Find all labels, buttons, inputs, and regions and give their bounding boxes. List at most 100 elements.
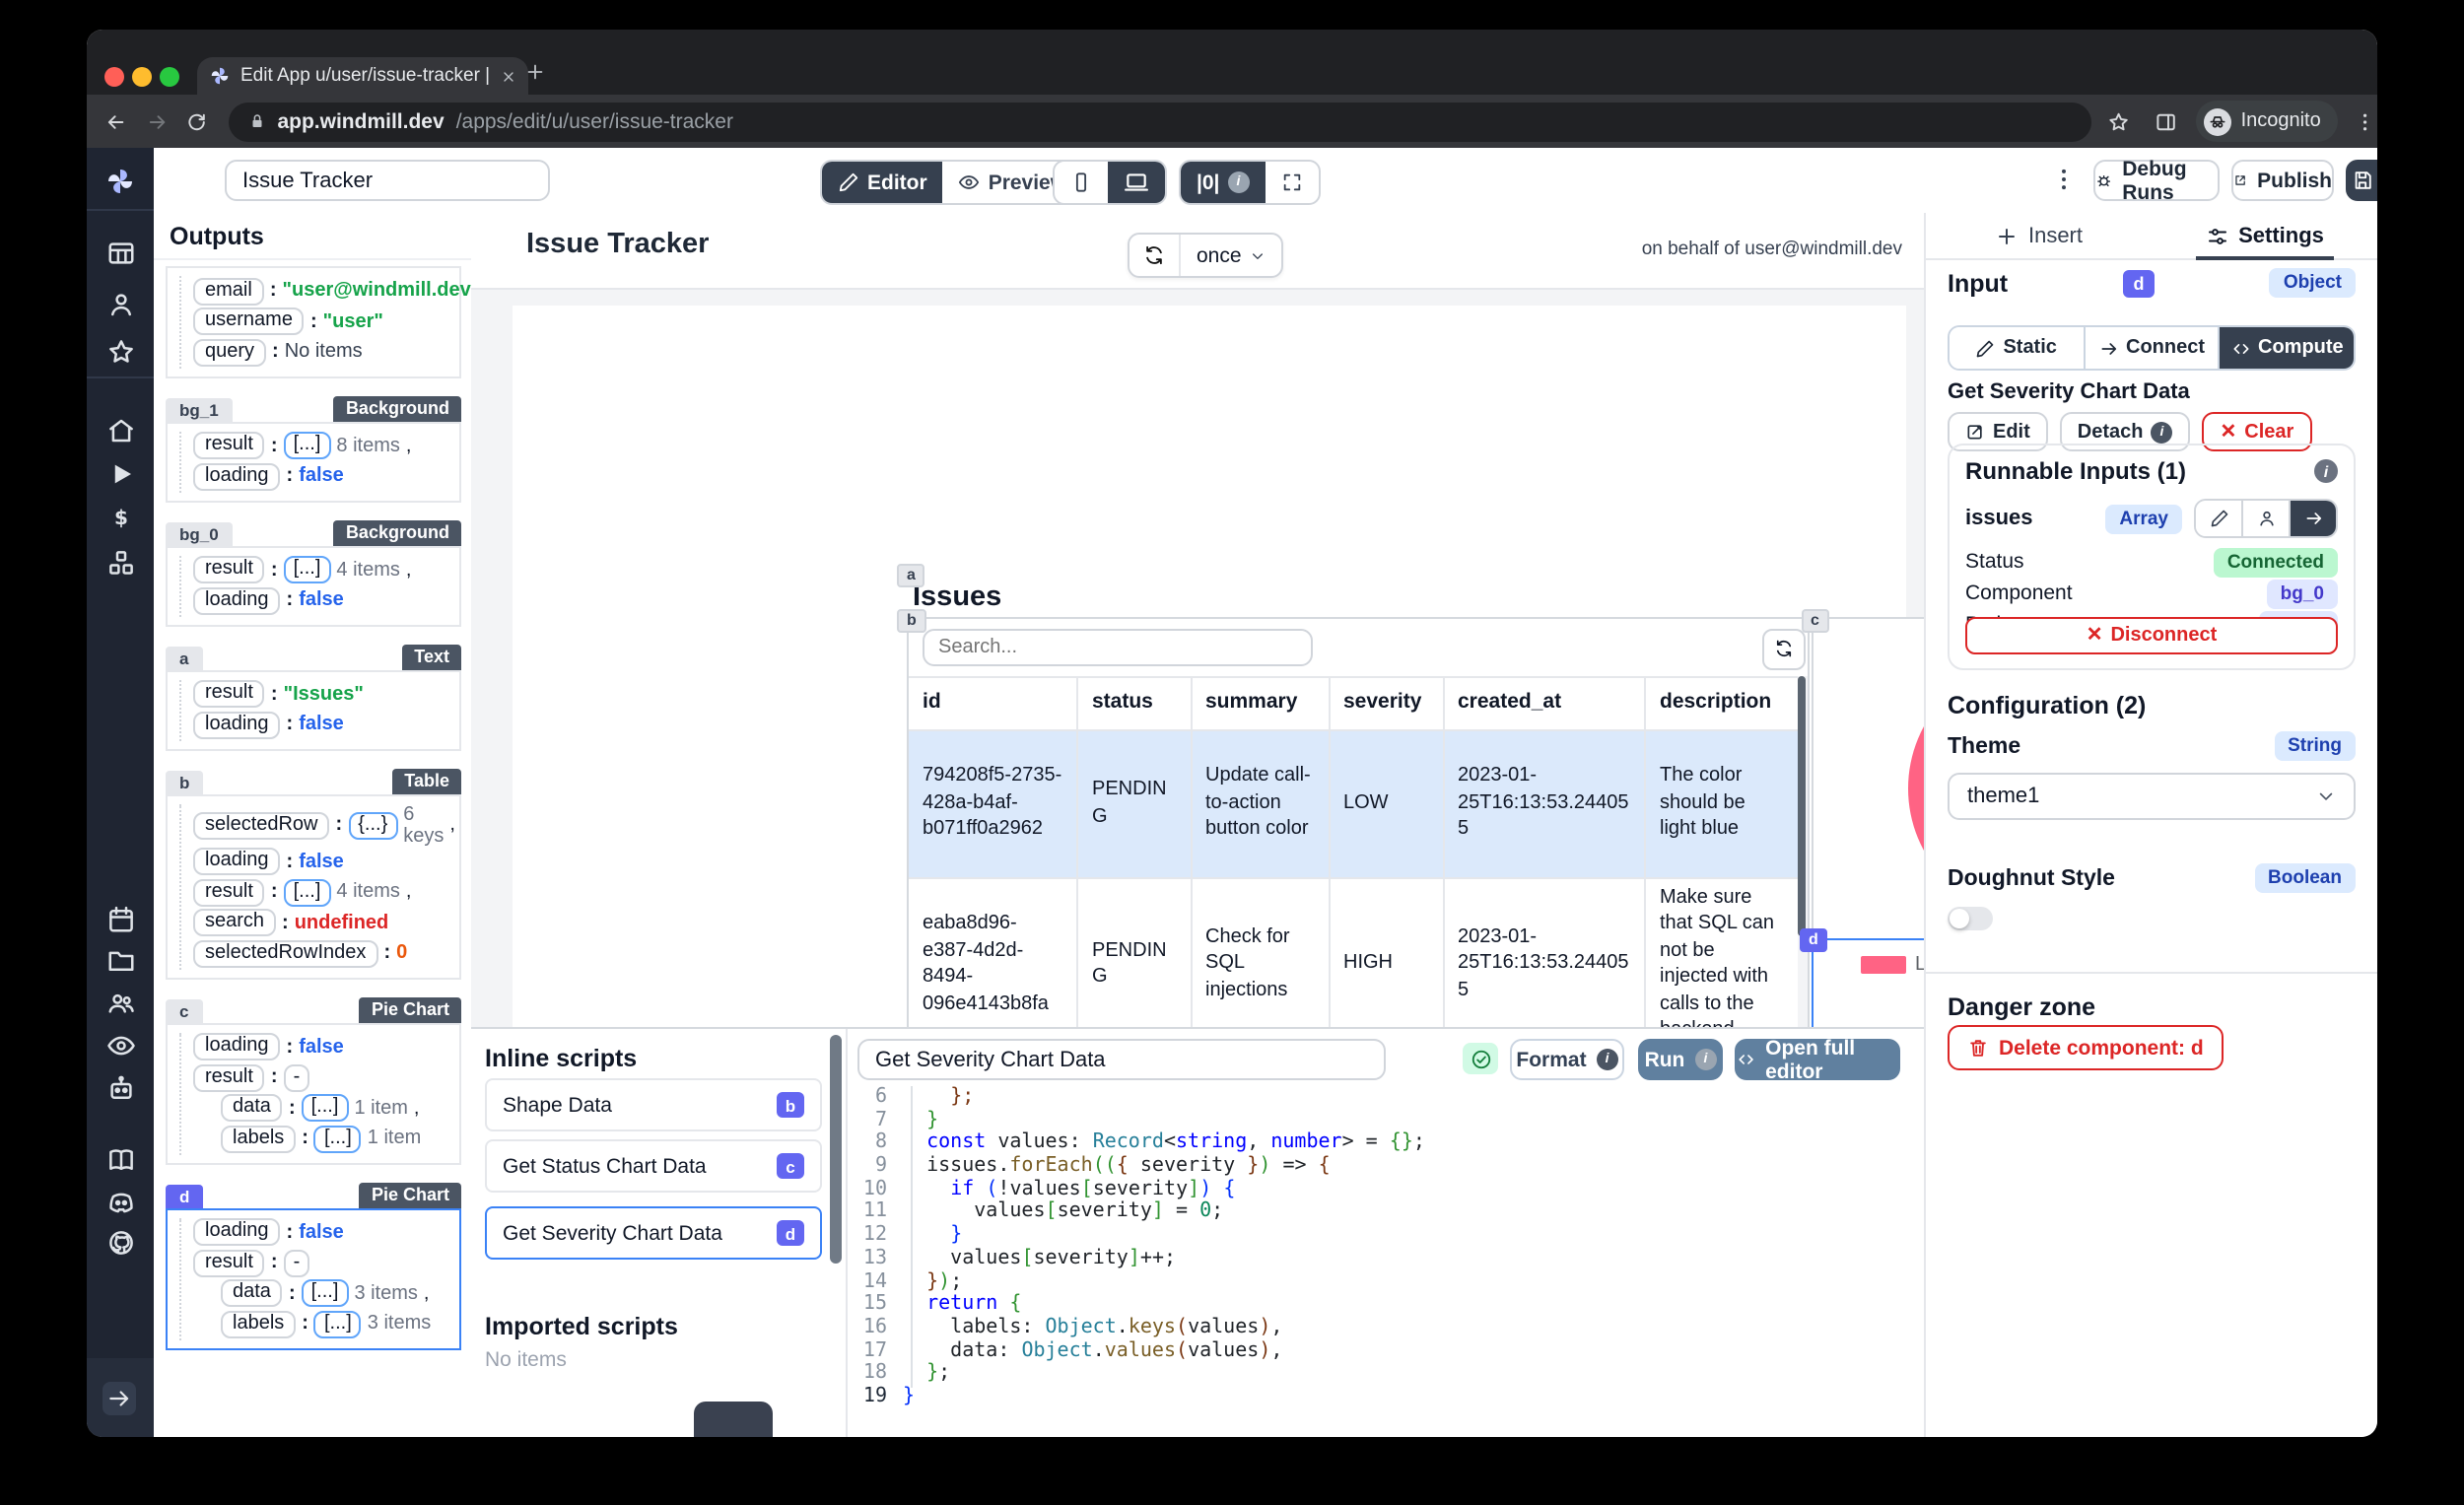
status-pie-chart-component[interactable]: c PENDING [1801, 608, 1926, 939]
diff-button[interactable]: |0| [1181, 162, 1266, 203]
debug-runs-button[interactable]: Debug Runs [2093, 157, 2220, 204]
lint-ok-badge [1463, 1043, 1498, 1074]
windmill-logo-icon[interactable] [104, 166, 136, 197]
eye-icon[interactable] [105, 1031, 135, 1060]
users-icon[interactable] [105, 988, 135, 1017]
table-row[interactable]: 794208f5-2735-428a-b4af-b071ff0a2962 PEND… [909, 729, 1799, 878]
script-name-input[interactable] [857, 1039, 1386, 1080]
forward-icon[interactable] [145, 109, 168, 133]
arg-user-button[interactable] [2243, 501, 2291, 536]
tab-settings[interactable]: Settings [2152, 213, 2377, 260]
output-block-id[interactable]: bg_1 [166, 397, 233, 421]
expand-value-button[interactable]: - [283, 1063, 310, 1092]
severity-pie-chart-component[interactable]: d LOWHIGHMEDIUM [1799, 927, 1926, 1027]
bookmark-icon[interactable] [2106, 109, 2129, 133]
output-block-id[interactable]: d [166, 1184, 204, 1207]
component-value-badge[interactable]: bg_0 [2266, 579, 2338, 608]
fullscreen-button[interactable] [1265, 162, 1318, 203]
minimize-window-button[interactable] [132, 67, 152, 87]
schedule-dropdown[interactable]: once [1181, 235, 1281, 276]
format-button[interactable]: Format [1510, 1039, 1624, 1080]
legend-item[interactable]: LOW [1860, 953, 1926, 975]
refresh-all-button[interactable] [1129, 235, 1181, 276]
theme-select[interactable]: theme1 [1948, 773, 2356, 820]
disconnect-button[interactable]: ✕ Disconnect [1965, 617, 2338, 654]
book-icon[interactable] [105, 1145, 135, 1175]
publish-button[interactable]: Publish [2231, 160, 2334, 201]
scripts-scrollbar[interactable] [830, 1035, 842, 1264]
column-header-id[interactable]: id [909, 677, 1078, 730]
user-icon[interactable] [105, 290, 135, 319]
table-scrollbar[interactable] [1797, 675, 1807, 1027]
maximize-window-button[interactable] [160, 67, 179, 87]
arg-static-button[interactable] [2196, 501, 2243, 536]
mode-compute[interactable]: Compute [2220, 327, 2354, 369]
output-block-id[interactable]: a [166, 646, 203, 669]
script-item-d[interactable]: Get Severity Chart Data d [485, 1206, 822, 1260]
column-header-description[interactable]: description [1645, 677, 1799, 730]
output-block-id[interactable]: bg_0 [166, 521, 233, 545]
column-header-severity[interactable]: severity [1329, 677, 1444, 730]
tab-close-icon[interactable] [501, 68, 516, 84]
desktop-view-button[interactable] [1108, 162, 1165, 203]
new-tab-button[interactable] [524, 61, 546, 83]
editor-tab[interactable]: Editor [822, 162, 943, 203]
danger-zone-title: Danger zone [1948, 993, 2096, 1021]
blocks-icon[interactable] [105, 548, 135, 578]
address-bar[interactable]: app.windmill.dev/apps/edit/u/user/issue-… [228, 102, 2091, 141]
search-input[interactable] [923, 628, 1313, 665]
mode-static[interactable]: Static [1950, 327, 2086, 369]
back-icon[interactable] [104, 109, 127, 133]
github-icon[interactable] [105, 1228, 135, 1258]
close-window-button[interactable] [104, 67, 124, 87]
output-row: data: [...] 3 items, [221, 1278, 451, 1309]
home-icon[interactable] [105, 416, 135, 445]
mode-connect[interactable]: Connect [2085, 327, 2221, 369]
expand-value-button[interactable]: [...] [283, 556, 331, 584]
browser-tab[interactable]: Edit App u/user/issue-tracker | [197, 57, 528, 95]
column-header-summary[interactable]: summary [1191, 677, 1330, 730]
table-row[interactable]: eaba8d96-e387-4d2d-8494-096e4143b8fa PEND… [909, 877, 1799, 1027]
column-header-status[interactable]: status [1077, 677, 1192, 730]
expand-value-button[interactable]: - [283, 1249, 310, 1277]
tab-insert[interactable]: Insert [1926, 213, 2152, 258]
reload-icon[interactable] [185, 109, 208, 133]
browser-menu-icon[interactable] [2355, 109, 2377, 133]
output-block-id[interactable]: b [166, 770, 204, 793]
calendar-icon[interactable] [105, 905, 135, 934]
expand-value-button[interactable]: [...] [301, 1279, 349, 1308]
code-area[interactable]: 6 }; 7 } 8 const values: Record<string, nu… [848, 1086, 1926, 1437]
robot-icon[interactable] [105, 1074, 135, 1104]
table-refresh-button[interactable] [1762, 628, 1806, 669]
save-button[interactable]: Save [2346, 160, 2377, 201]
script-item-c[interactable]: Get Status Chart Data c [485, 1139, 822, 1193]
delete-component-button[interactable]: Delete component: d [1948, 1025, 2224, 1070]
expand-value-button[interactable]: [...] [313, 1125, 362, 1153]
doughnut-style-label: Doughnut Style [1948, 866, 2115, 890]
run-button[interactable]: Run [1638, 1039, 1723, 1080]
play-icon[interactable] [105, 459, 135, 489]
more-options-icon[interactable] [2050, 166, 2078, 193]
folder-icon[interactable] [105, 946, 135, 976]
output-block-id[interactable]: c [166, 998, 203, 1022]
expand-value-button[interactable]: [...] [283, 432, 331, 460]
expand-value-button[interactable]: [...] [301, 1094, 349, 1123]
expand-value-button[interactable]: [...] [313, 1310, 362, 1338]
collapse-sidebar-icon[interactable] [103, 1382, 136, 1415]
open-full-editor-button[interactable]: Open full editor [1735, 1036, 1900, 1083]
dollar-icon[interactable]: $ [105, 503, 135, 532]
script-item-b[interactable]: Shape Data b [485, 1078, 822, 1131]
app-window-icon[interactable] [105, 239, 135, 268]
expand-value-button[interactable]: [...] [283, 878, 331, 907]
mobile-view-button[interactable] [1055, 162, 1108, 203]
arg-connect-button[interactable] [2291, 501, 2336, 536]
star-icon[interactable] [105, 337, 135, 367]
side-panel-icon[interactable] [2155, 109, 2177, 133]
expand-value-button[interactable]: {...} [348, 811, 398, 839]
column-header-created_at[interactable]: created_at [1443, 677, 1646, 730]
output-key: result [193, 432, 265, 460]
discord-icon[interactable] [105, 1189, 135, 1218]
doughnut-style-toggle[interactable] [1948, 907, 1993, 930]
app-name-input[interactable] [225, 160, 550, 201]
input-section-title: Input [1948, 269, 2009, 297]
